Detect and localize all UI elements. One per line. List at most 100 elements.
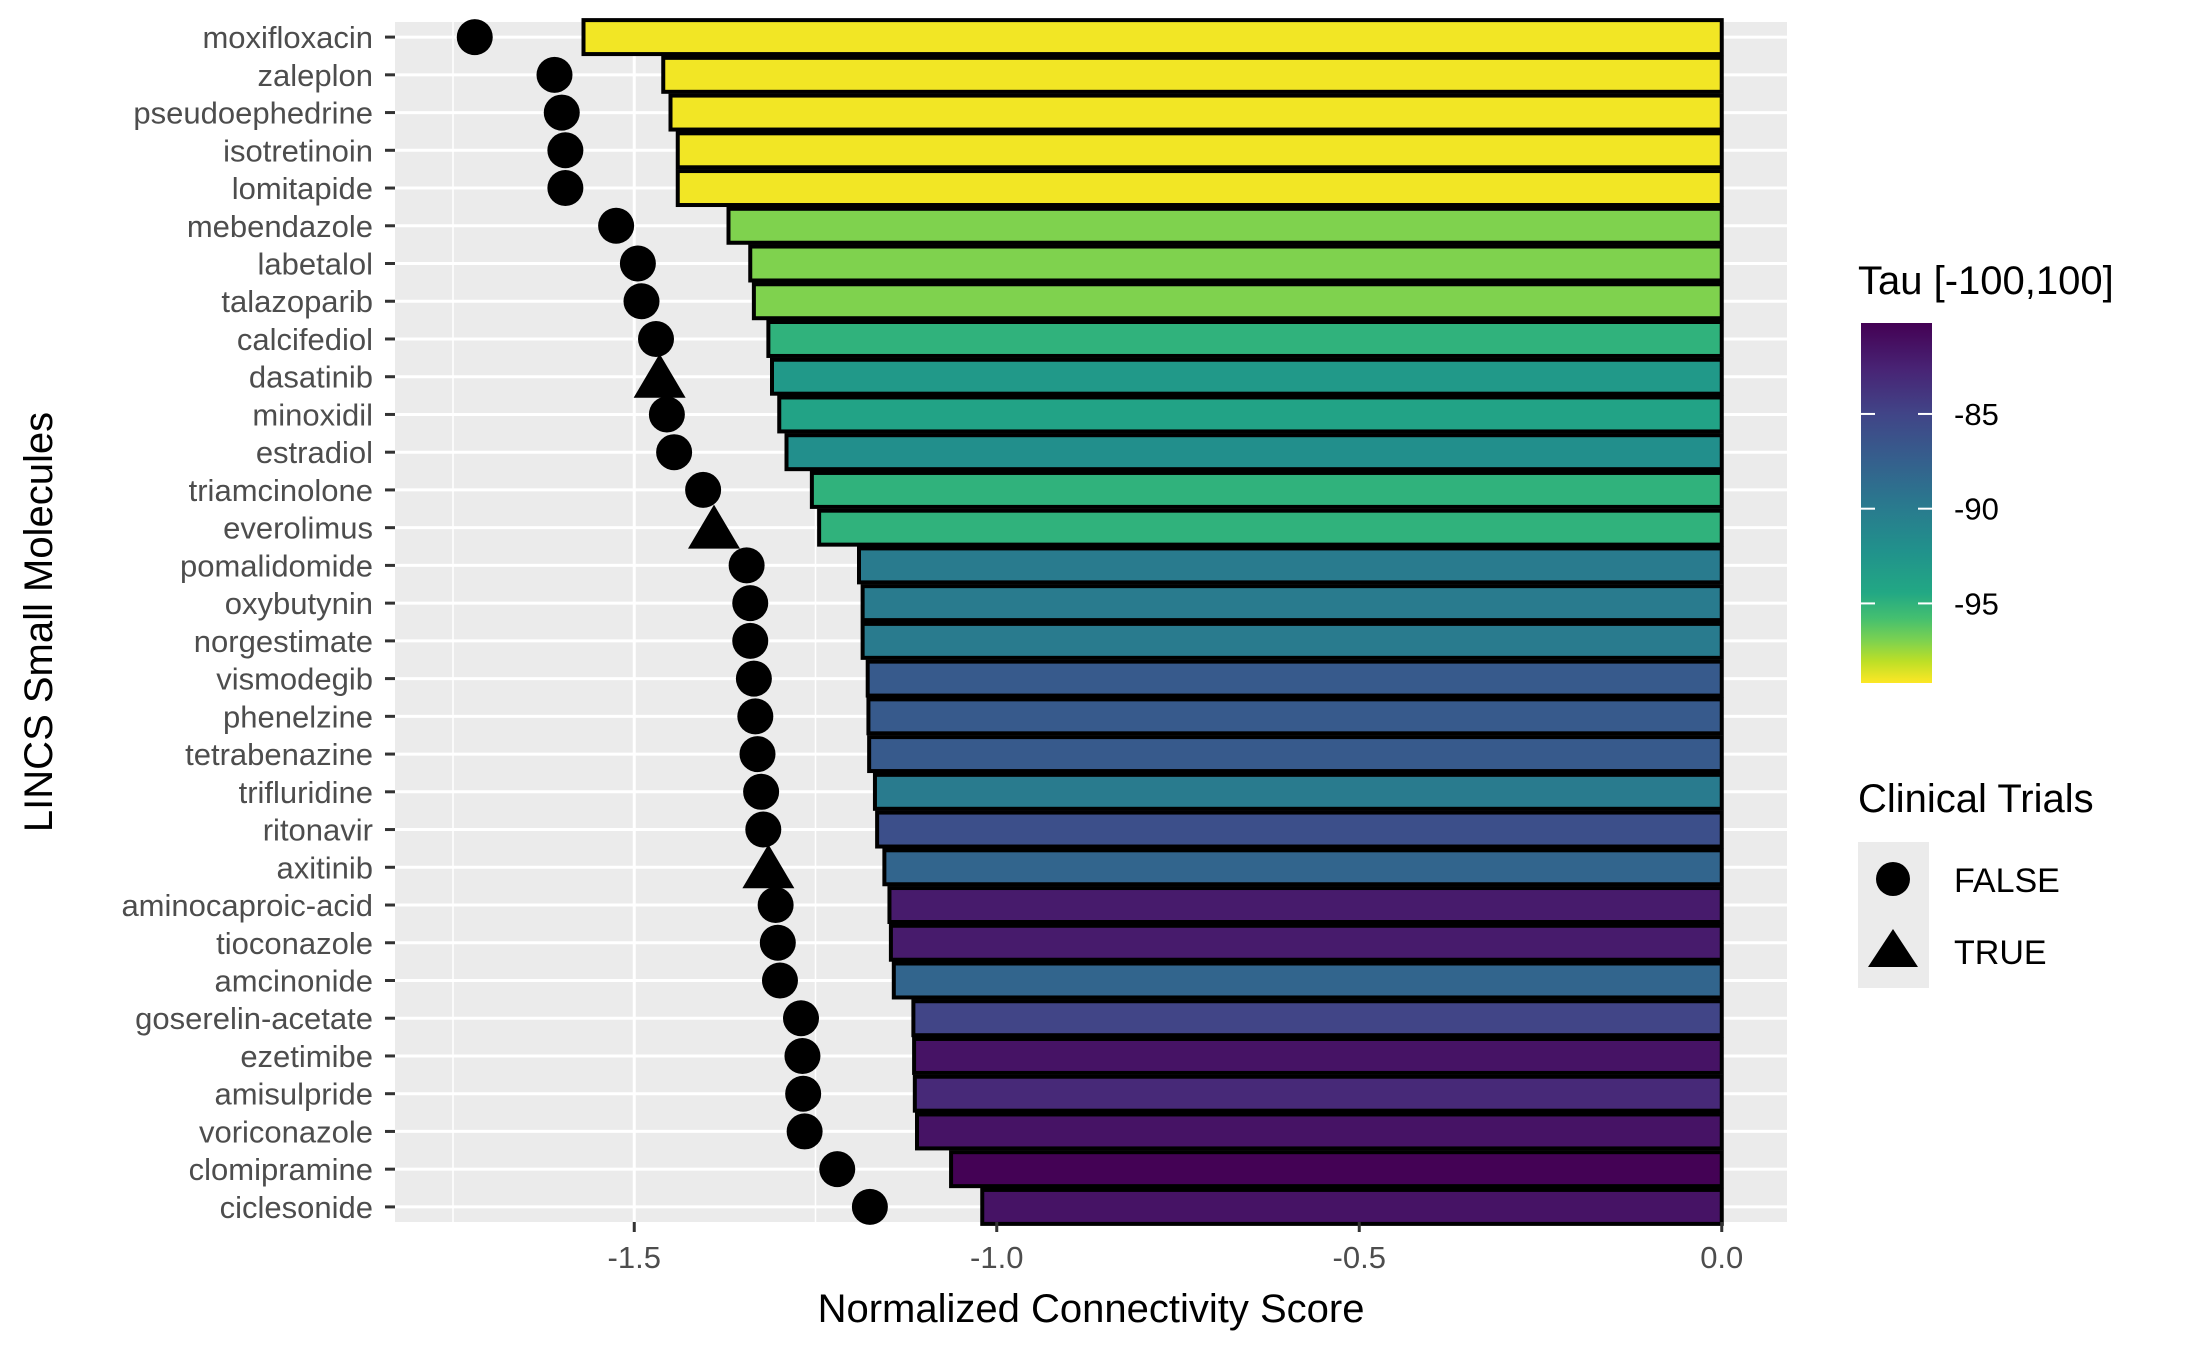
bar-calcifediol xyxy=(766,320,1724,358)
x-axis: -1.5 -1.0 -0.5 0.0 xyxy=(608,1222,1743,1275)
point-circle-trifluridine xyxy=(743,773,780,810)
point-circle-calcifediol xyxy=(638,320,674,357)
y-tick-label: clomipramine xyxy=(189,1152,373,1187)
y-tick-label: oxybutynin xyxy=(225,586,373,621)
colorbar xyxy=(1861,323,1932,683)
y-tick-label: goserelin-acetate xyxy=(135,1001,373,1036)
y-tick-label: voriconazole xyxy=(199,1114,373,1149)
y-tick-label: mebendazole xyxy=(187,209,373,244)
y-tick-label: phenelzine xyxy=(223,699,373,734)
colorbar-legend: Tau [-100,100] -85 -90 -95 xyxy=(1858,259,2114,683)
x-tick-label: 0.0 xyxy=(1700,1240,1743,1275)
bar-everolimus xyxy=(817,508,1724,547)
colorbar-tick-label: -90 xyxy=(1954,492,1999,527)
bar-estradiol xyxy=(784,433,1724,472)
bars xyxy=(581,18,1724,1226)
point-circle-aminocaproic-acid xyxy=(757,887,794,924)
point-circle-triamcinolone xyxy=(685,471,722,508)
y-tick-label: labetalol xyxy=(258,247,373,282)
y-tick-label: lomitapide xyxy=(232,171,373,206)
y-tick-label: vismodegib xyxy=(216,662,373,697)
legend-triangle-icon xyxy=(1868,929,1918,967)
bar-norgestimate xyxy=(860,621,1724,660)
bar-phenelzine xyxy=(866,697,1724,736)
point-circle-isotretinoin xyxy=(547,132,584,169)
x-axis-title: Normalized Connectivity Score xyxy=(818,1287,1365,1331)
y-tick-label: minoxidil xyxy=(252,397,373,432)
bar-triamcinolone xyxy=(809,470,1724,509)
point-circle-moxifloxacin xyxy=(456,19,493,56)
colorbar-tick-label: -95 xyxy=(1954,586,1999,621)
y-tick-label: norgestimate xyxy=(194,624,373,659)
legend-label-false: FALSE xyxy=(1954,862,2060,900)
points xyxy=(456,19,888,1225)
colorbar-tick-label: -85 xyxy=(1954,397,1999,432)
y-tick-label: calcifediol xyxy=(237,322,373,357)
point-circle-estradiol xyxy=(656,434,693,471)
bar-aminocaproic-acid xyxy=(887,886,1724,924)
y-tick-label: isotretinoin xyxy=(223,133,373,168)
bar-dasatinib xyxy=(770,357,1724,396)
bar-pomalidomide xyxy=(857,546,1724,585)
point-circle-lomitapide xyxy=(547,170,584,207)
point-circle-minoxidil xyxy=(648,396,685,433)
y-axis-title: LINCS Small Molecules xyxy=(17,412,61,832)
bar-talazoparib xyxy=(751,282,1724,321)
bar-ezetimibe xyxy=(912,1036,1724,1075)
bar-mebendazole xyxy=(726,206,1724,245)
point-circle-zaleplon xyxy=(536,56,573,93)
y-tick-label: axitinib xyxy=(277,850,374,885)
y-tick-label: amcinonide xyxy=(214,963,373,998)
point-circle-pomalidomide xyxy=(728,547,765,584)
bar-voriconazole xyxy=(915,1112,1724,1151)
bar-goserelin-acetate xyxy=(911,999,1724,1038)
point-circle-oxybutynin xyxy=(732,585,769,622)
colorbar-ticks: -85 -90 -95 xyxy=(1861,397,1999,621)
bar-tetrabenazine xyxy=(867,735,1724,774)
y-tick-label: tioconazole xyxy=(216,926,373,961)
point-circle-vismodegib xyxy=(735,660,772,697)
y-tick-label: trifluridine xyxy=(239,775,373,810)
y-tick-label: triamcinolone xyxy=(189,473,373,508)
point-triangle-dasatinib xyxy=(633,353,686,398)
x-tick-label: -1.5 xyxy=(608,1240,661,1275)
bar-vismodegib xyxy=(865,659,1724,698)
x-tick-label: -0.5 xyxy=(1333,1240,1386,1275)
point-circle-phenelzine xyxy=(737,698,774,735)
y-axis: moxifloxacinzaleplonpseudoephedrineisotr… xyxy=(121,20,395,1225)
y-tick-label: tetrabenazine xyxy=(185,737,373,772)
point-circle-ritonavir xyxy=(745,811,782,848)
point-triangle-axitinib xyxy=(742,844,795,889)
y-tick-label: estradiol xyxy=(256,435,373,470)
point-circle-clomipramine xyxy=(819,1151,856,1188)
point-circle-tioconazole xyxy=(759,924,796,961)
y-tick-label: everolimus xyxy=(223,511,373,546)
y-tick-label: dasatinib xyxy=(249,360,373,395)
point-circle-ezetimibe xyxy=(784,1037,821,1074)
bar-oxybutynin xyxy=(860,584,1724,623)
point-circle-goserelin-acetate xyxy=(783,1000,819,1037)
point-circle-voriconazole xyxy=(786,1113,823,1150)
y-tick-label: zaleplon xyxy=(258,58,373,93)
legend-label-true: TRUE xyxy=(1954,934,2047,972)
bar-amisulpride xyxy=(912,1074,1724,1113)
y-tick-label: amisulpride xyxy=(214,1077,373,1112)
bar-labetalol xyxy=(748,244,1724,283)
shape-legend: Clinical Trials FALSE TRUE xyxy=(1858,777,2094,988)
point-circle-amcinonide xyxy=(761,962,798,999)
point-circle-labetalol xyxy=(619,245,656,282)
point-circle-ciclesonide xyxy=(851,1188,888,1225)
y-tick-label: aminocaproic-acid xyxy=(121,888,373,923)
y-tick-label: pseudoephedrine xyxy=(133,96,373,131)
bar-tioconazole xyxy=(888,923,1724,962)
legend-circle-icon xyxy=(1876,862,1910,896)
bar-pseudoephedrine xyxy=(668,93,1724,132)
y-tick-label: ezetimibe xyxy=(240,1039,373,1074)
bar-isotretinoin xyxy=(675,131,1724,170)
y-tick-label: moxifloxacin xyxy=(202,20,373,55)
point-triangle-everolimus xyxy=(688,504,740,549)
y-tick-label: talazoparib xyxy=(221,284,373,319)
y-tick-label: ritonavir xyxy=(263,813,373,848)
